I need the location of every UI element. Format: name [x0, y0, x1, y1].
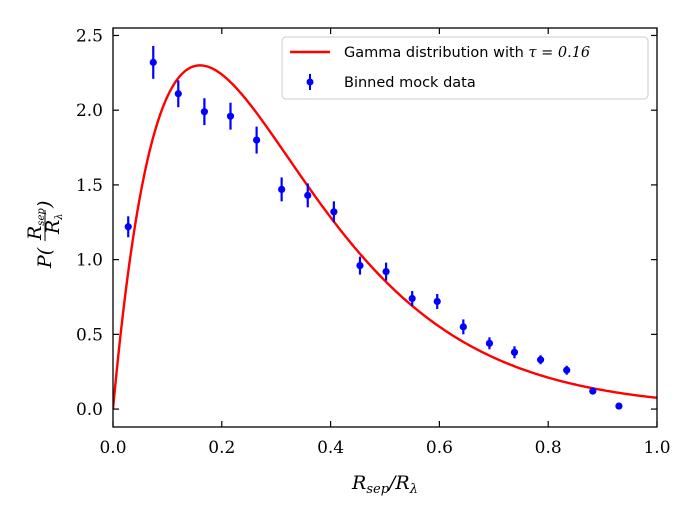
legend-points-label: Binned mock data — [344, 75, 476, 91]
data-point — [149, 58, 157, 66]
data-point — [226, 112, 235, 120]
y-tick-label: 1.5 — [76, 176, 103, 196]
data-point — [304, 191, 312, 199]
data-point — [124, 223, 132, 231]
x-axis-label-sub2: λ — [409, 482, 418, 497]
y-tick-label: 2.0 — [76, 101, 103, 121]
x-tick-label: 0.6 — [426, 438, 453, 458]
y-axis-label-den: Rλ — [42, 213, 65, 235]
x-tick-label: 0.2 — [208, 438, 235, 458]
x-tick-label: 0.8 — [535, 438, 562, 458]
x-axis-label-sub1: sep — [366, 482, 389, 497]
data-point — [485, 339, 494, 347]
x-axis-label-main: R — [351, 472, 366, 494]
data-point — [382, 267, 390, 276]
gamma-curve — [113, 64, 657, 410]
y-tick-label: 1.0 — [76, 251, 103, 271]
data-point — [253, 136, 261, 144]
plot-area — [113, 45, 657, 410]
y-tick-label: 0.5 — [76, 325, 103, 345]
data-point — [615, 402, 623, 410]
data-point — [356, 262, 364, 270]
legend-tau: τ = 0.16 — [528, 45, 590, 61]
x-axis-label: Rsep/Rλ — [351, 472, 418, 497]
y-tick-label: 0.0 — [76, 400, 103, 420]
legend: Gamma distribution with τ = 0.16 Binned … — [281, 36, 649, 100]
data-point — [563, 366, 571, 374]
data-point — [200, 108, 208, 116]
x-tick-label: 0.4 — [317, 438, 344, 458]
y-axis-label-num: Rsep — [24, 208, 47, 241]
data-point — [408, 294, 416, 303]
x-tick-label: 1.0 — [643, 438, 670, 458]
data-point — [536, 356, 545, 364]
legend-box — [281, 36, 649, 100]
data-point — [433, 297, 441, 306]
y-tick-label: 2.5 — [76, 26, 103, 46]
axes-frame — [112, 27, 658, 428]
y-axis-label-close: ) — [34, 201, 56, 209]
legend-line-label: Gamma distribution with τ = 0.16 — [344, 45, 590, 61]
data-point — [174, 90, 182, 98]
x-tick-label: 0.0 — [99, 438, 126, 458]
y-axis-label-p: P( — [34, 247, 56, 269]
data-point — [589, 387, 597, 395]
data-point — [510, 348, 519, 356]
data-point — [459, 323, 467, 331]
x-axis-label-slash: /R — [387, 472, 410, 494]
y-axis-label: P( Rsep Rλ ) — [24, 201, 65, 269]
legend-marker-swatch — [306, 78, 314, 86]
data-point — [278, 185, 286, 193]
axis-ticks: 0.0 0.2 0.4 0.6 0.8 1.0 0.0 0.5 1.0 1.5 2.0 2.5 — [76, 26, 671, 458]
data-point — [330, 208, 338, 216]
